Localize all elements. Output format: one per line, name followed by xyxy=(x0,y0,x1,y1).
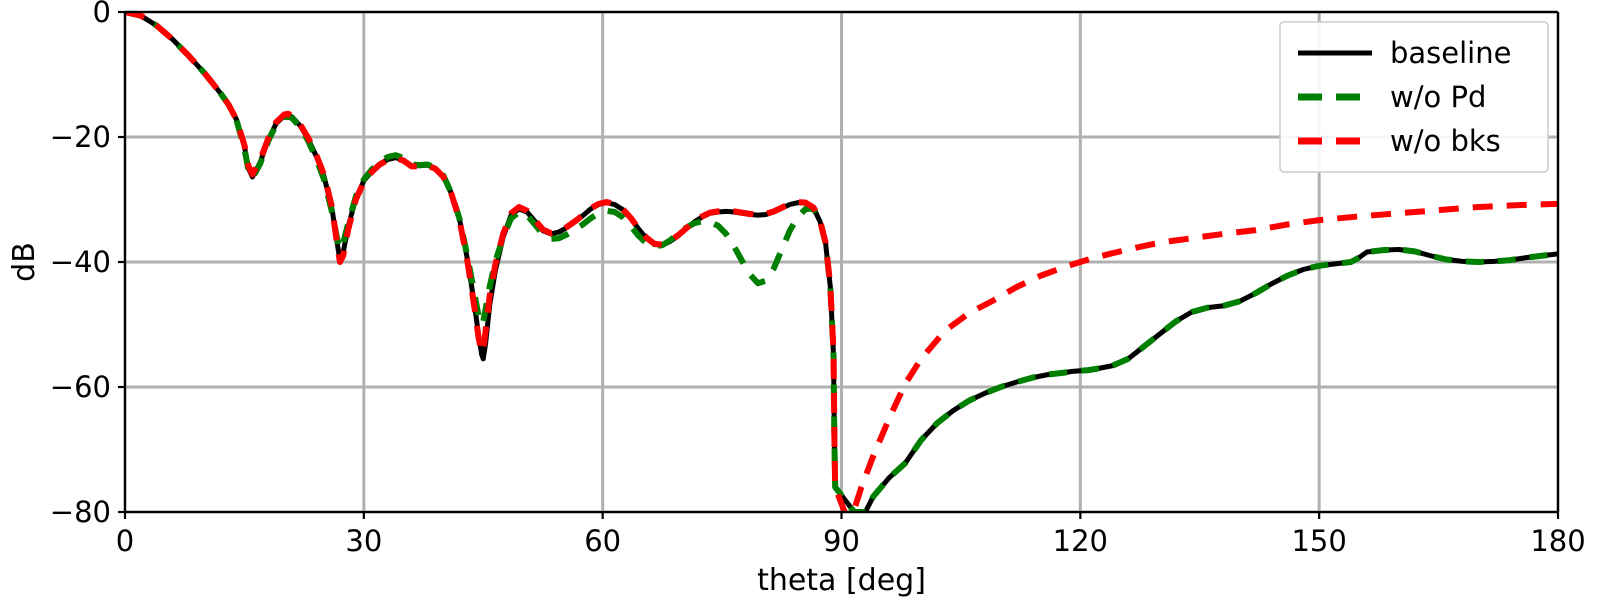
xtick-label-4: 120 xyxy=(1053,524,1108,558)
legend[interactable]: baseline w/o Pd w/o bks xyxy=(1279,21,1549,173)
y-axis-title: dB xyxy=(7,242,42,282)
xtick-label-5: 150 xyxy=(1291,524,1346,558)
legend-label-baseline: baseline xyxy=(1390,36,1511,70)
xtick-label-6: 180 xyxy=(1530,524,1585,558)
ytick-label-2: −40 xyxy=(50,245,111,279)
series-line-w-o-bks xyxy=(125,12,1558,512)
data-series-group xyxy=(125,12,1558,512)
axis-ticks xyxy=(118,10,1560,519)
ytick-label-0: 0 xyxy=(93,0,111,29)
ytick-label-3: −60 xyxy=(50,370,111,404)
ytick-label-1: −20 xyxy=(50,120,111,154)
x-axis-title: theta [deg] xyxy=(757,563,926,598)
axis-titles: theta [deg] dB xyxy=(7,242,926,598)
ytick-label-4: −80 xyxy=(50,495,111,529)
xtick-label-3: 90 xyxy=(823,524,860,558)
legend-box xyxy=(1279,21,1549,173)
xtick-label-0: 0 xyxy=(116,524,134,558)
legend-label-w-o-pd: w/o Pd xyxy=(1390,80,1486,114)
axis-tick-labels: 0 30 60 90 120 150 180 0 −20 −40 −60 −80 xyxy=(50,0,1586,558)
legend-label-w-o-bks: w/o bks xyxy=(1390,124,1501,158)
xtick-label-2: 60 xyxy=(584,524,621,558)
xtick-label-1: 30 xyxy=(345,524,382,558)
